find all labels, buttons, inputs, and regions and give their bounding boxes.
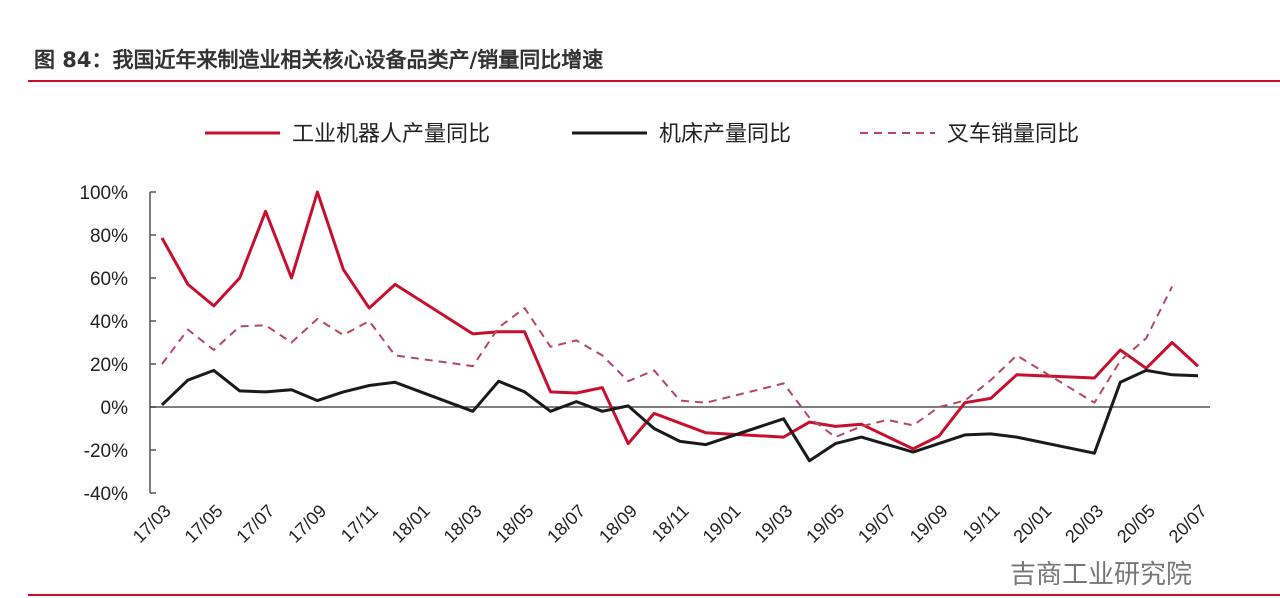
- x-tick-label: 20/07: [1165, 501, 1211, 547]
- bottom-divider: [28, 594, 1280, 596]
- watermark: 吉商工业研究院: [1010, 560, 1193, 590]
- y-tick-label: 80%: [90, 226, 128, 247]
- legend-label-0: 工业机器人产量同比: [292, 122, 490, 147]
- x-tick-label: 17/07: [232, 501, 278, 547]
- y-tick-label: 40%: [90, 312, 128, 333]
- series-line-1: [160, 368, 1199, 463]
- y-tick-label: 0%: [101, 398, 129, 419]
- x-tick-label: 19/01: [699, 501, 745, 547]
- x-tick-label: 19/07: [854, 501, 900, 547]
- x-tick-label: 18/01: [388, 501, 434, 547]
- x-tick-label: 19/09: [906, 501, 952, 547]
- series-line-0: [160, 190, 1200, 451]
- series-line-2: [161, 286, 1173, 439]
- y-tick-label: 60%: [90, 269, 128, 290]
- x-tick-label: 20/05: [1113, 501, 1159, 547]
- x-tick-label: 18/11: [648, 501, 693, 546]
- y-tick-label: 20%: [90, 355, 128, 376]
- x-tick-label: 19/11: [959, 501, 1004, 546]
- x-tick-label: 17/11: [337, 501, 382, 546]
- legend-label-1: 机床产量同比: [659, 122, 791, 147]
- chart-title: 图 84：我国近年来制造业相关核心设备品类产/销量同比增速: [34, 48, 604, 72]
- x-tick-label: 17/05: [181, 501, 227, 547]
- x-tick-label: 20/03: [1061, 501, 1107, 547]
- x-tick-label: 17/03: [129, 501, 175, 547]
- top-divider: [28, 80, 1280, 82]
- x-tick-label: 18/07: [543, 501, 589, 547]
- y-tick-label: -20%: [84, 441, 128, 462]
- x-tick-label: 18/05: [491, 501, 537, 547]
- x-tick-label: 20/01: [1009, 501, 1055, 547]
- x-tick-label: 18/03: [440, 501, 486, 547]
- y-tick-label: 100%: [79, 183, 128, 204]
- legend-label-2: 叉车销量同比: [947, 122, 1079, 147]
- y-tick-label: -40%: [84, 484, 128, 505]
- x-tick-label: 19/05: [802, 501, 848, 547]
- x-tick-label: 17/09: [284, 501, 330, 547]
- x-tick-label: 19/03: [750, 501, 796, 547]
- x-tick-label: 18/09: [595, 501, 641, 547]
